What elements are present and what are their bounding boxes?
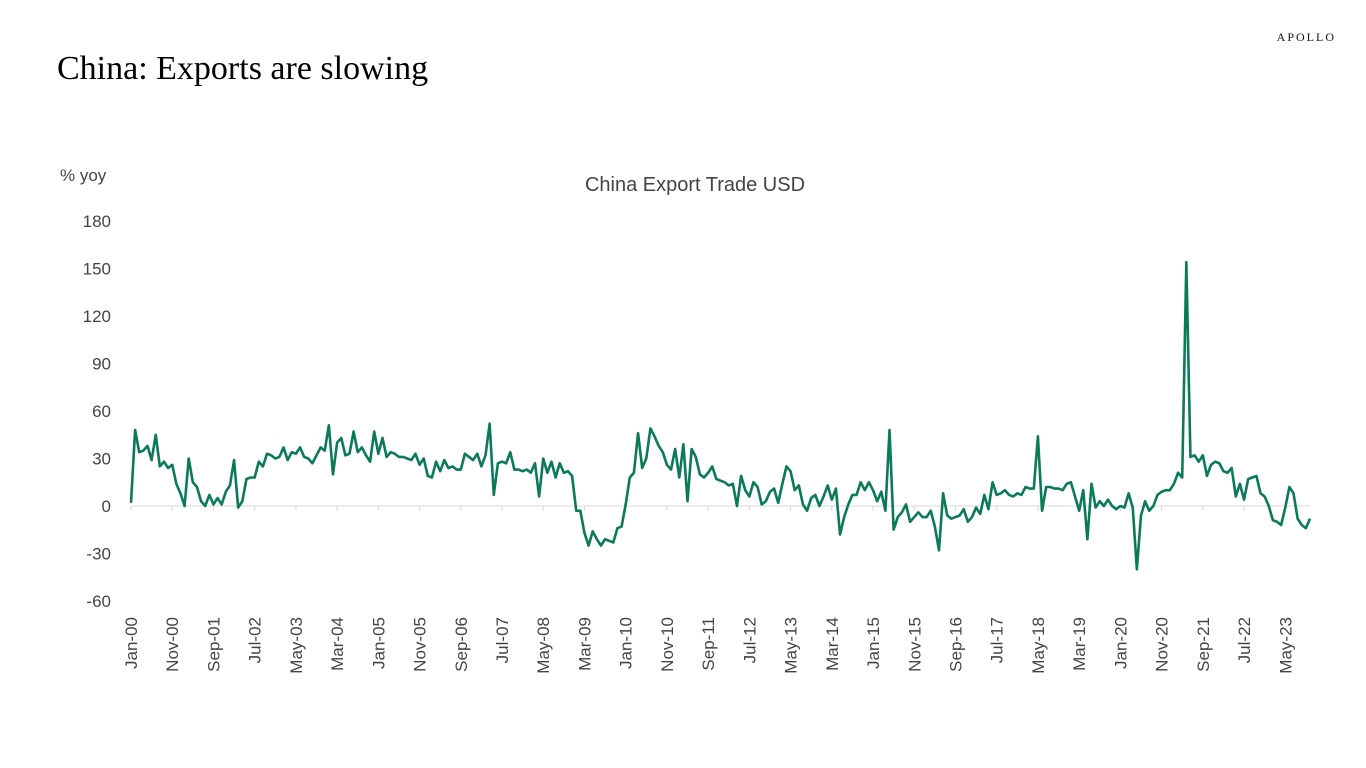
x-tick-label: May-18 — [1029, 617, 1048, 674]
x-tick-label: Jan-10 — [617, 617, 636, 669]
x-tick-label: Nov-00 — [163, 617, 182, 672]
x-tick-label: Jul-12 — [740, 617, 759, 663]
chart-title: China Export Trade USD — [584, 174, 806, 196]
x-tick-label: Sep-16 — [946, 617, 965, 672]
y-tick-label: 30 — [92, 450, 111, 469]
brand-logo: APOLLO — [1276, 30, 1336, 44]
x-tick-label: Mar-04 — [328, 617, 347, 671]
x-tick-label: Sep-21 — [1194, 617, 1213, 672]
x-tick-label: Jan-20 — [1111, 617, 1130, 669]
x-tick-label: Nov-10 — [658, 617, 677, 672]
x-tick-label: Jan-15 — [864, 617, 883, 669]
x-tick-label: May-03 — [287, 617, 306, 674]
x-tick-label: Mar-19 — [1070, 617, 1089, 671]
x-tick-label: Sep-06 — [452, 617, 471, 672]
y-tick-label: -30 — [86, 545, 111, 564]
x-tick-label: Mar-14 — [823, 617, 842, 671]
x-tick-label: Jul-22 — [1235, 617, 1254, 663]
y-axis-label: % yoy — [60, 166, 107, 185]
x-tick-label: May-08 — [534, 617, 553, 674]
x-tick-label: Jul-02 — [246, 617, 265, 663]
x-tick-label: Jul-17 — [988, 617, 1007, 663]
y-tick-label: 60 — [92, 402, 111, 421]
x-tick-label: Sep-11 — [699, 617, 718, 671]
x-axis: Jan-00 Nov-00 Sep-01 Jul-02 May-03 Mar-04 Jan-… — [122, 505, 1310, 674]
x-tick-label: Mar-09 — [575, 617, 594, 671]
x-tick-label: Jan-00 — [122, 617, 141, 669]
y-tick-label: 150 — [83, 260, 111, 279]
x-tick-label: Jul-07 — [493, 617, 512, 663]
x-tick-label: May-23 — [1276, 617, 1295, 674]
y-tick-label: 0 — [102, 497, 111, 516]
x-tick-label: Jan-05 — [369, 617, 388, 669]
x-tick-label: Sep-01 — [204, 617, 223, 672]
y-axis-ticks: -60 -30 0 30 60 90 120 150 180 — [83, 212, 111, 611]
x-tick-label: Nov-05 — [411, 617, 430, 672]
x-tick-label: May-13 — [782, 617, 801, 674]
series-layer — [129, 260, 1312, 571]
x-tick-label: Nov-15 — [905, 617, 924, 672]
y-tick-label: 90 — [92, 355, 111, 374]
page-title: China: Exports are slowing — [57, 50, 429, 87]
y-tick-label: 180 — [83, 212, 111, 231]
y-tick-label: -60 — [86, 592, 111, 611]
x-tick-label: Nov-20 — [1153, 617, 1172, 672]
y-tick-label: 120 — [83, 307, 111, 326]
series-line — [129, 260, 1312, 571]
